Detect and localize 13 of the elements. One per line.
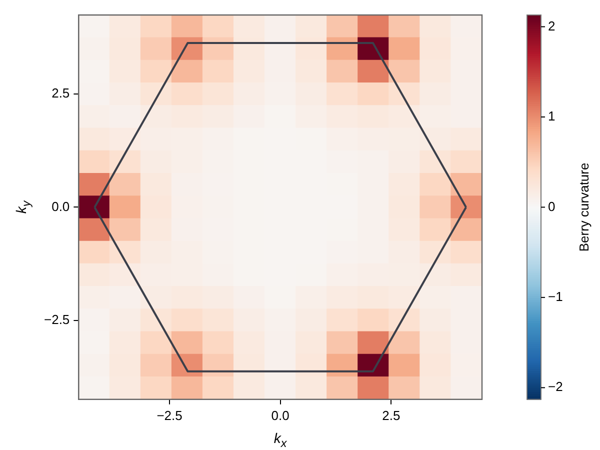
y-tick-label: 2.5 xyxy=(52,86,70,101)
color-bar-label: −2 xyxy=(548,379,563,394)
x-tick-label: −2.5 xyxy=(156,408,182,423)
color-bar-title: Berry curvature xyxy=(576,162,592,252)
y-tick-label: 0.0 xyxy=(52,198,70,214)
color-bar-label: −1 xyxy=(548,289,563,304)
x-tick-label: 2.5 xyxy=(382,408,400,423)
color-bar-label: 0 xyxy=(548,198,556,214)
x-tick-label: 0.0 xyxy=(271,408,290,423)
x-axis-title: k$_{x}$ xyxy=(274,430,287,450)
color-bar-label: 2 xyxy=(548,18,556,34)
y-tick-label: −2.5 xyxy=(44,312,70,327)
color-bar-label: 1 xyxy=(548,108,556,124)
